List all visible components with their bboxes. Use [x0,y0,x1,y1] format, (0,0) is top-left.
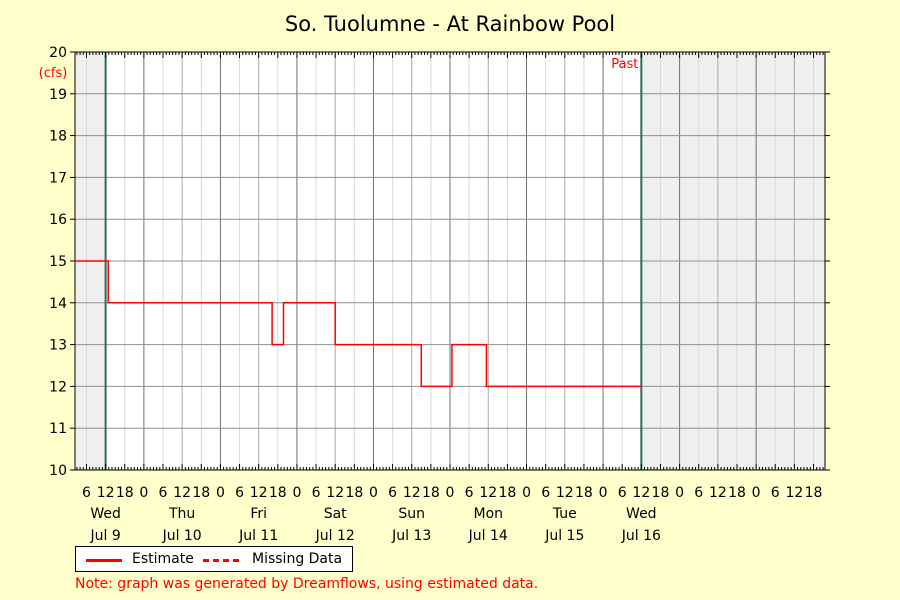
x-hour-tick-label: 0 [522,485,531,501]
x-hour-tick-label: 18 [345,485,363,501]
x-date-label: Jul 9 [89,528,120,544]
x-hour-tick-label: 6 [465,485,474,501]
legend-swatch-missing [203,559,239,562]
x-date-label: Jul 16 [621,528,661,544]
x-date-label: Jul 12 [315,528,355,544]
x-date-label: Jul 10 [162,528,202,544]
y-tick-label: 18 [49,129,67,145]
y-tick-label: 10 [49,463,67,479]
x-weekday-label: Mon [473,506,503,522]
x-weekday-label: Tue [552,506,577,522]
x-hour-tick-label: 0 [599,485,608,501]
x-hour-tick-label: 0 [292,485,301,501]
y-tick-label: 11 [49,421,67,437]
x-hour-tick-label: 18 [498,485,516,501]
legend: Estimate Missing Data [75,546,353,572]
x-hour-tick-label: 12 [556,485,574,501]
x-hour-tick-label: 12 [709,485,727,501]
y-tick-label: 19 [49,87,67,103]
x-hour-tick-label: 6 [541,485,550,501]
x-hour-tick-label: 0 [216,485,225,501]
x-hour-tick-label: 12 [403,485,421,501]
legend-swatch-estimate [86,559,122,562]
x-hour-tick-label: 0 [139,485,148,501]
x-hour-tick-label: 0 [446,485,455,501]
x-hour-tick-label: 18 [728,485,746,501]
x-date-label: Jul 15 [544,528,584,544]
x-hour-tick-label: 18 [575,485,593,501]
x-hour-tick-label: 6 [82,485,91,501]
series-line-estimate [75,260,642,388]
chart-note: Note: graph was generated by Dreamflows,… [75,576,539,592]
x-hour-tick-label: 0 [369,485,378,501]
x-hour-tick-label: 18 [422,485,440,501]
chart-title: So. Tuolumne - At Rainbow Pool [284,12,616,36]
y-tick-label: 17 [49,170,67,186]
x-weekday-label: Wed [626,506,657,522]
y-tick-label: 20 [49,45,67,61]
x-hour-tick-label: 12 [97,485,115,501]
y-tick-label: 12 [49,379,67,395]
x-weekday-label: Sat [324,506,347,522]
x-date-label: Jul 13 [391,528,431,544]
period-end-label: Past [611,57,638,72]
x-weekday-label: Thu [168,506,195,522]
legend-label-estimate: Estimate [132,551,194,567]
x-hour-tick-label: 6 [618,485,627,501]
x-date-label: Jul 11 [238,528,278,544]
x-hour-tick-label: 0 [752,485,761,501]
x-hour-tick-label: 18 [805,485,823,501]
x-hour-tick-label: 12 [250,485,268,501]
y-tick-label: 14 [49,296,67,312]
x-hour-tick-label: 6 [235,485,244,501]
x-hour-tick-label: 12 [326,485,344,501]
x-hour-tick-label: 6 [388,485,397,501]
y-axis-label: (cfs) [39,66,68,81]
x-hour-tick-label: 12 [632,485,650,501]
y-tick-label: 16 [49,212,67,228]
x-hour-tick-label: 12 [479,485,497,501]
x-weekday-label: Sun [398,506,425,522]
x-hour-tick-label: 18 [116,485,134,501]
x-hour-tick-label: 0 [675,485,684,501]
x-hour-tick-label: 6 [694,485,703,501]
x-hour-tick-label: 6 [312,485,321,501]
x-date-label: Jul 14 [468,528,508,544]
x-hour-tick-label: 18 [269,485,287,501]
x-hour-tick-label: 12 [785,485,803,501]
x-weekday-label: Fri [250,506,267,522]
y-tick-label: 13 [49,338,67,354]
x-hour-tick-label: 6 [159,485,168,501]
x-hour-tick-label: 6 [771,485,780,501]
x-weekday-label: Wed [90,506,121,522]
x-hour-tick-label: 18 [192,485,210,501]
x-hour-tick-label: 12 [173,485,191,501]
legend-label-missing-data: Missing Data [252,551,343,567]
y-tick-label: 15 [49,254,67,270]
x-hour-tick-label: 18 [652,485,670,501]
